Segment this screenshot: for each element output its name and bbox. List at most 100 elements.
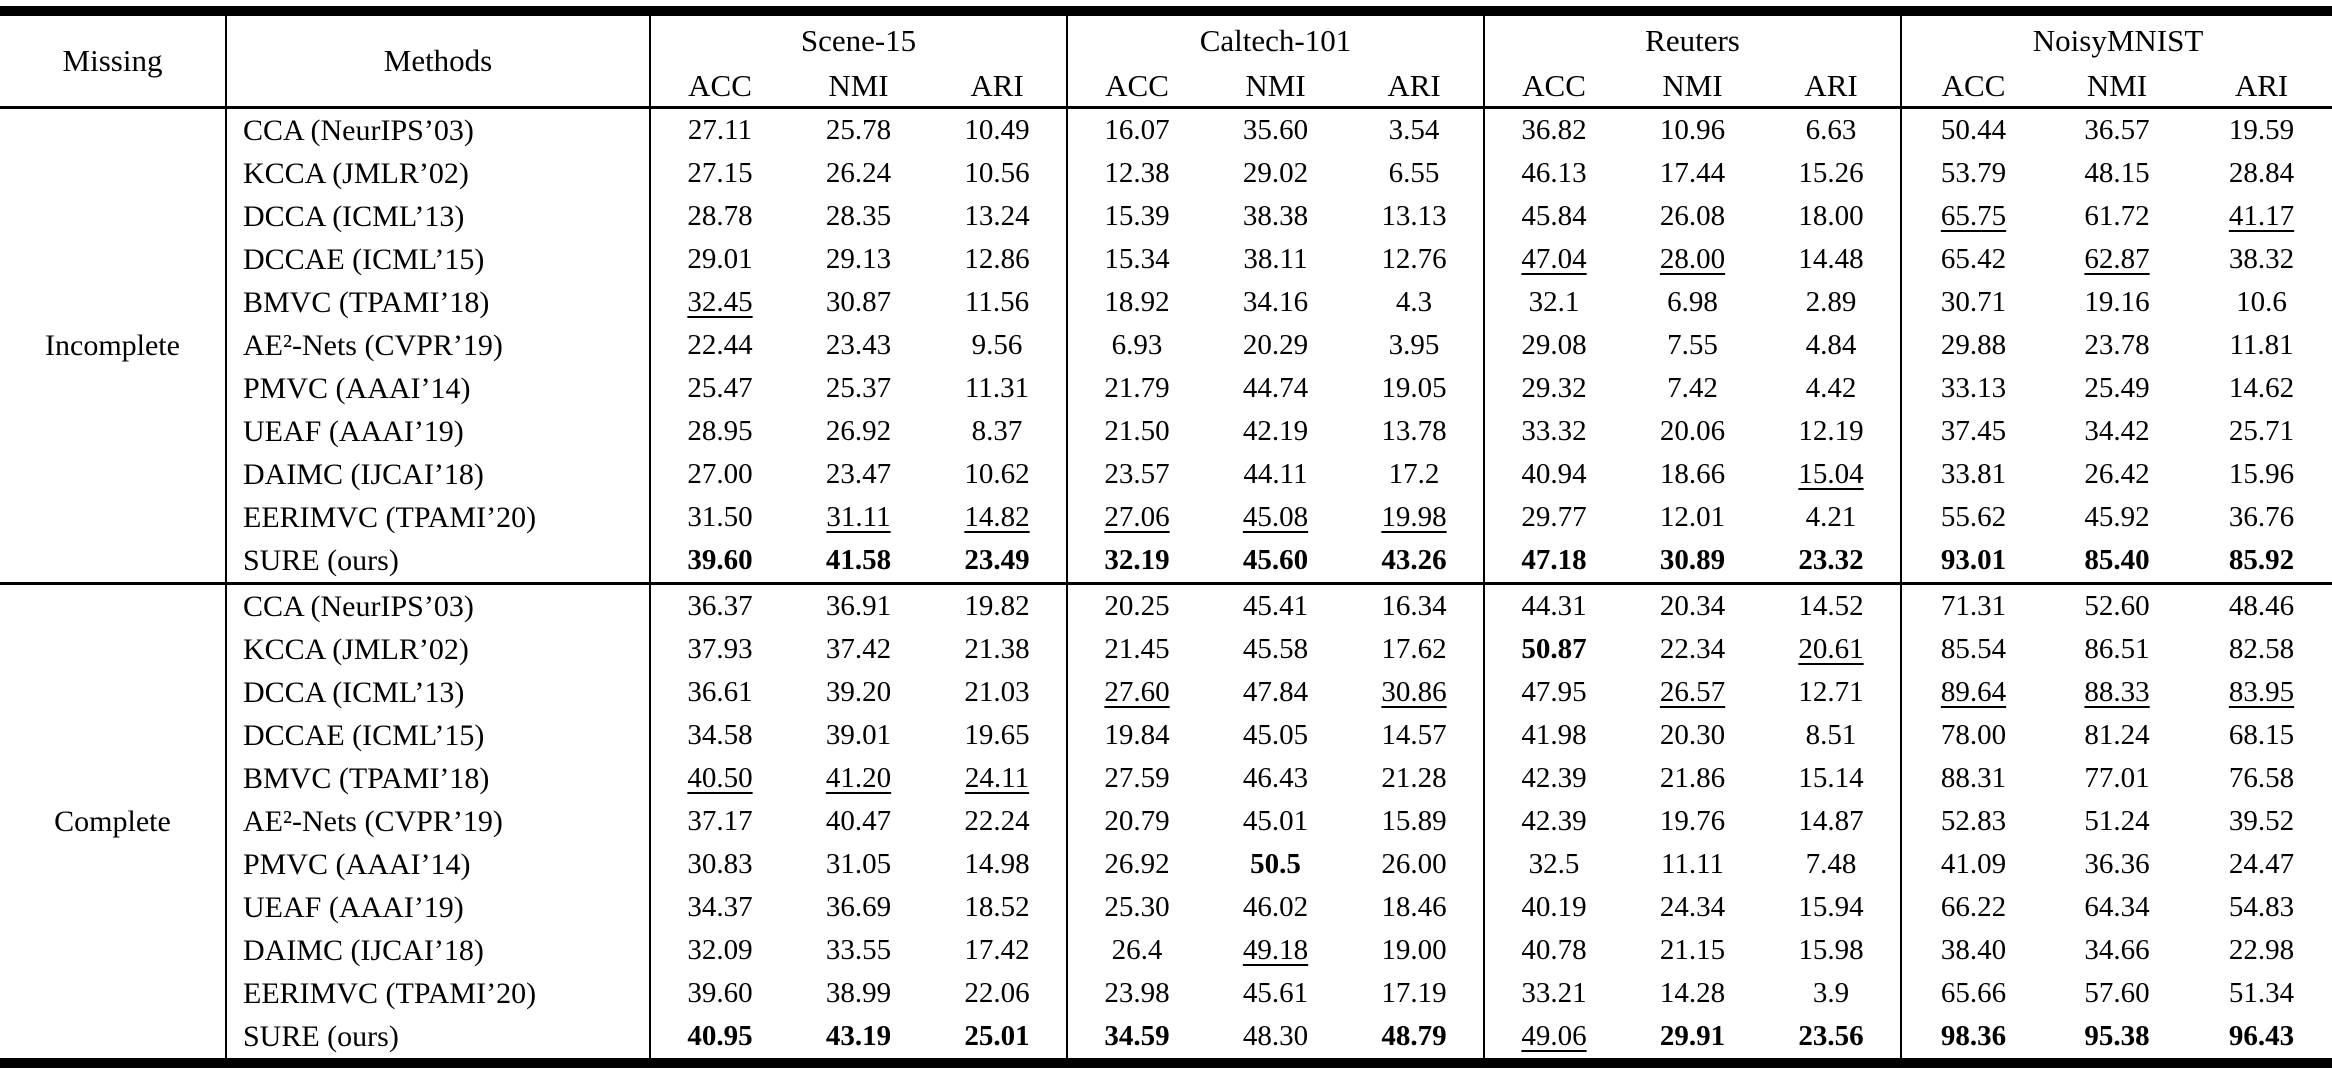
metric-value: 45.01 xyxy=(1242,805,1309,837)
metric-value: 30.71 xyxy=(1940,286,2007,318)
metric-value: 19.05 xyxy=(1381,372,1447,404)
metric-cell: 32.19 xyxy=(1067,539,1206,584)
metric-value: 19.59 xyxy=(2228,114,2295,146)
method-name: PMVC (AAAI’14) xyxy=(226,843,651,886)
metric-cell: 50.44 xyxy=(1901,108,2045,153)
metric-value: 98.36 xyxy=(1940,1020,2007,1052)
metric-header: ACC xyxy=(1067,66,1207,109)
metric-cell: 40.47 xyxy=(789,800,928,843)
metric-cell: 50.5 xyxy=(1206,843,1345,886)
metric-cell: 12.38 xyxy=(1067,152,1206,195)
metric-cell: 44.74 xyxy=(1206,367,1345,410)
metric-value: 8.51 xyxy=(1805,719,1857,751)
metric-cell: 36.61 xyxy=(650,671,789,714)
metric-cell: 30.89 xyxy=(1623,539,1762,584)
table-row: EERIMVC (TPAMI’20) 31.50 31.11 14.82 27.06 45… xyxy=(0,496,2332,539)
method-name: DCCAE (ICML’15) xyxy=(226,714,651,757)
metric-value: 27.06 xyxy=(1104,501,1170,533)
metric-cell: 21.79 xyxy=(1067,367,1206,410)
metric-value: 33.21 xyxy=(1521,977,1587,1009)
metric-value: 45.61 xyxy=(1242,977,1309,1009)
metric-value: 45.60 xyxy=(1242,544,1309,576)
metric-header: ARI xyxy=(1345,66,1486,109)
metric-cell: 25.37 xyxy=(789,367,928,410)
metric-cell: 42.19 xyxy=(1206,410,1345,453)
metric-cell: 44.11 xyxy=(1206,453,1345,496)
metric-cell: 17.19 xyxy=(1345,972,1486,1015)
metric-value: 8.37 xyxy=(971,415,1023,447)
metric-cell: 25.47 xyxy=(650,367,789,410)
metric-cell: 15.34 xyxy=(1067,238,1206,281)
metric-cell: 29.01 xyxy=(650,238,789,281)
metric-value: 20.06 xyxy=(1659,415,1726,447)
metric-value: 71.31 xyxy=(1940,590,2007,622)
metric-value: 52.83 xyxy=(1940,805,2007,837)
metric-value: 23.47 xyxy=(825,458,892,490)
metric-value: 96.43 xyxy=(2228,1020,2295,1052)
metric-value: 11.11 xyxy=(1660,848,1725,880)
results-table: Missing Methods Scene-15 Caltech-101 Reu… xyxy=(0,6,2332,1068)
metric-cell: 23.98 xyxy=(1067,972,1206,1015)
metric-cell: 3.54 xyxy=(1345,107,1486,152)
metric-cell: 42.39 xyxy=(1484,757,1623,800)
metric-value: 31.50 xyxy=(687,501,753,533)
metric-cell: 37.45 xyxy=(1901,410,2045,453)
metric-value: 40.78 xyxy=(1521,934,1587,966)
metric-cell: 32.09 xyxy=(650,929,789,972)
metric-cell: 19.05 xyxy=(1345,367,1486,410)
metric-value: 19.98 xyxy=(1381,501,1447,533)
metric-cell: 32.1 xyxy=(1484,281,1623,324)
metric-cell: 13.78 xyxy=(1345,410,1486,453)
metric-cell: 54.83 xyxy=(2189,886,2332,929)
metric-value: 15.94 xyxy=(1798,891,1864,923)
metric-value: 27.15 xyxy=(687,157,753,189)
metric-cell: 43.26 xyxy=(1345,539,1486,584)
metric-cell: 25.01 xyxy=(928,1015,1069,1063)
metric-value: 50.44 xyxy=(1940,114,2007,146)
metric-value: 9.56 xyxy=(971,329,1023,361)
metric-cell: 46.43 xyxy=(1206,757,1345,800)
metric-cell: 26.4 xyxy=(1067,929,1206,972)
dataset-header-caltech101: Caltech-101 xyxy=(1067,11,1486,66)
metric-value: 52.60 xyxy=(2084,590,2150,622)
metric-value: 47.84 xyxy=(1242,676,1309,708)
metric-cell: 17.62 xyxy=(1345,628,1486,671)
metric-value: 4.21 xyxy=(1805,501,1857,533)
metric-value: 21.86 xyxy=(1659,762,1726,794)
metric-cell: 28.78 xyxy=(650,195,789,238)
table-row: UEAF (AAAI’19) 34.37 36.69 18.52 25.30 46.02 1… xyxy=(0,886,2332,929)
metric-cell: 26.24 xyxy=(789,152,928,195)
metric-header-row: ACC NMI ARI ACC NMI ARI ACC NMI ARI ACC NMI ARI xyxy=(0,66,2332,109)
metric-value: 36.57 xyxy=(2084,114,2150,146)
metric-cell: 45.08 xyxy=(1206,496,1345,539)
table-row: PMVC (AAAI’14) 25.47 25.37 11.31 21.79 44.74 1… xyxy=(0,367,2332,410)
metric-cell: 10.96 xyxy=(1623,108,1762,153)
metric-cell: 45.05 xyxy=(1206,714,1345,757)
metric-value: 95.38 xyxy=(2084,1020,2150,1052)
metric-header: ARI xyxy=(1762,66,1903,109)
metric-cell: 40.19 xyxy=(1484,886,1623,929)
method-name: CCA (NeurIPS’03) xyxy=(226,107,651,152)
metric-value: 49.18 xyxy=(1242,934,1309,966)
metric-cell: 4.84 xyxy=(1762,324,1903,367)
metric-cell: 17.2 xyxy=(1345,453,1486,496)
metric-value: 19.00 xyxy=(1381,934,1447,966)
metric-cell: 26.42 xyxy=(2045,453,2189,496)
metric-cell: 16.07 xyxy=(1067,108,1206,153)
metric-cell: 22.06 xyxy=(928,972,1069,1015)
metric-value: 11.81 xyxy=(2229,329,2294,361)
metric-cell: 78.00 xyxy=(1901,714,2045,757)
table-row: UEAF (AAAI’19) 28.95 26.92 8.37 21.50 42.19 13… xyxy=(0,410,2332,453)
col-header-missing: Missing xyxy=(0,11,227,109)
metric-value: 26.4 xyxy=(1111,934,1163,966)
metric-value: 24.11 xyxy=(964,762,1030,794)
metric-value: 16.07 xyxy=(1104,114,1170,146)
metric-value: 47.95 xyxy=(1521,676,1587,708)
metric-cell: 85.54 xyxy=(1901,628,2045,671)
metric-cell: 19.76 xyxy=(1623,800,1762,843)
metric-value: 12.38 xyxy=(1104,157,1170,189)
metric-value: 10.49 xyxy=(964,114,1030,146)
metric-value: 44.31 xyxy=(1521,590,1587,622)
metric-value: 19.16 xyxy=(2084,286,2150,318)
metric-cell: 31.05 xyxy=(789,843,928,886)
